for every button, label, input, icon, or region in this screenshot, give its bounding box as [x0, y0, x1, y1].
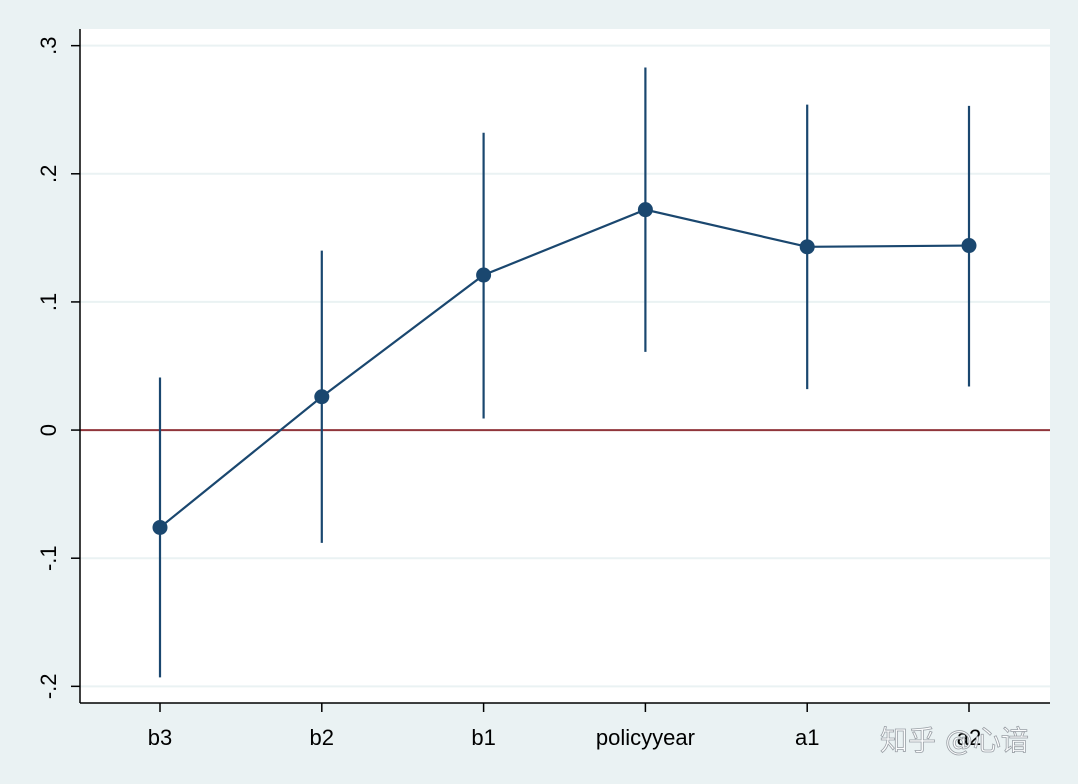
- point-b3: [152, 519, 168, 535]
- x-axis-ticks: b3 b2 b1 policyyear a1 a2: [148, 703, 981, 750]
- plot-area: [80, 29, 1050, 703]
- point-b2: [314, 389, 330, 405]
- x-tick-label-b3: b3: [148, 725, 172, 750]
- x-tick-label-a1: a1: [795, 725, 819, 750]
- x-tick-label-policyyear: policyyear: [596, 725, 695, 750]
- estimate-line: [159, 208, 970, 529]
- point-a2: [961, 238, 977, 254]
- y-tick-label: 0: [36, 424, 61, 436]
- estimate-points: [152, 202, 977, 535]
- point-a1: [799, 239, 815, 255]
- gridlines: [80, 44, 1050, 688]
- y-axis-ticks: -.2 -.1 0 .1 .2 .3: [36, 36, 80, 699]
- x-tick-label-b2: b2: [310, 725, 334, 750]
- y-tick-label: .2: [36, 165, 61, 183]
- y-tick-label: -.2: [36, 673, 61, 699]
- watermark: 知乎 @心谙: [880, 724, 1029, 757]
- point-policyyear: [637, 202, 653, 218]
- y-tick-label: -.1: [36, 545, 61, 571]
- point-b1: [476, 267, 492, 283]
- x-tick-label-a2: a2: [957, 725, 981, 750]
- x-tick-label-b1: b1: [471, 725, 495, 750]
- y-tick-label: .1: [36, 293, 61, 311]
- y-tick-label: .3: [36, 36, 61, 54]
